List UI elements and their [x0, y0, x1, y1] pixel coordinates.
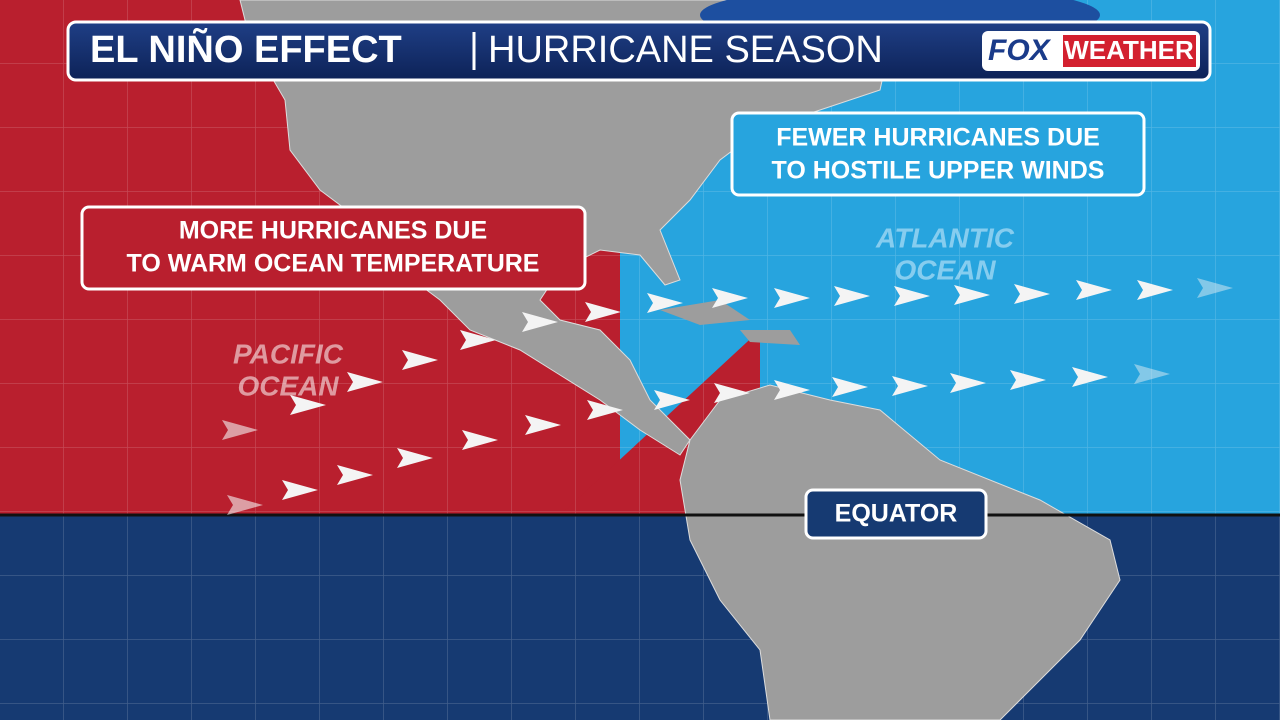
equator-label: EQUATOR	[835, 500, 958, 528]
header-title: EL NIÑO EFFECT	[90, 27, 402, 71]
track-arrow	[774, 288, 810, 308]
track-arrow	[587, 400, 623, 420]
callout-text: MORE HURRICANES DUE	[179, 217, 487, 245]
track-arrow	[337, 465, 373, 485]
track-arrow	[522, 312, 558, 332]
track-arrow	[585, 302, 621, 322]
track-arrow	[712, 288, 748, 308]
track-arrow	[227, 495, 263, 515]
track-arrow	[954, 285, 990, 305]
track-arrow	[525, 415, 561, 435]
track-arrow	[282, 480, 318, 500]
track-arrow	[347, 372, 383, 392]
header-bar	[66, 20, 1212, 82]
track-arrow	[950, 373, 986, 393]
caribbean-islands	[660, 300, 800, 345]
south-america	[679, 384, 1121, 721]
callout-text: TO HOSTILE UPPER WINDS	[772, 157, 1105, 185]
storm-tracks	[222, 278, 1233, 515]
logo-band	[1063, 35, 1196, 67]
track-arrow	[222, 420, 258, 440]
track-arrow	[1134, 364, 1170, 384]
track-arrow	[290, 395, 326, 415]
track-arrow	[894, 286, 930, 306]
track-arrow	[402, 350, 438, 370]
track-arrow	[714, 383, 750, 403]
ocean-label: PACIFIC	[233, 338, 344, 369]
track-arrow	[462, 430, 498, 450]
track-arrow	[774, 380, 810, 400]
track-arrow	[654, 390, 690, 410]
track-arrow	[1137, 280, 1173, 300]
track-arrow	[397, 448, 433, 468]
track-arrow	[1010, 370, 1046, 390]
callout-box	[730, 111, 1146, 197]
track-arrow	[1072, 367, 1108, 387]
track-arrow	[460, 330, 496, 350]
ocean-label: ATLANTIC	[875, 222, 1015, 253]
equator-box	[804, 488, 988, 540]
track-arrow	[834, 286, 870, 306]
logo-brand: FOX	[988, 34, 1052, 67]
logo-name: WEATHER	[1064, 35, 1194, 65]
track-arrow	[1076, 280, 1112, 300]
callout-text: FEWER HURRICANES DUE	[776, 124, 1100, 152]
track-arrow	[892, 376, 928, 396]
track-arrow	[832, 377, 868, 397]
ocean-label: OCEAN	[237, 370, 339, 401]
track-arrow	[1197, 278, 1233, 298]
ocean-label: OCEAN	[894, 254, 996, 285]
track-arrow	[1014, 284, 1050, 304]
callout-box	[80, 205, 587, 291]
callout-text: TO WARM OCEAN TEMPERATURE	[127, 250, 540, 278]
track-arrow	[647, 293, 683, 313]
header-subtitle: HURRICANE SEASON	[488, 29, 883, 71]
